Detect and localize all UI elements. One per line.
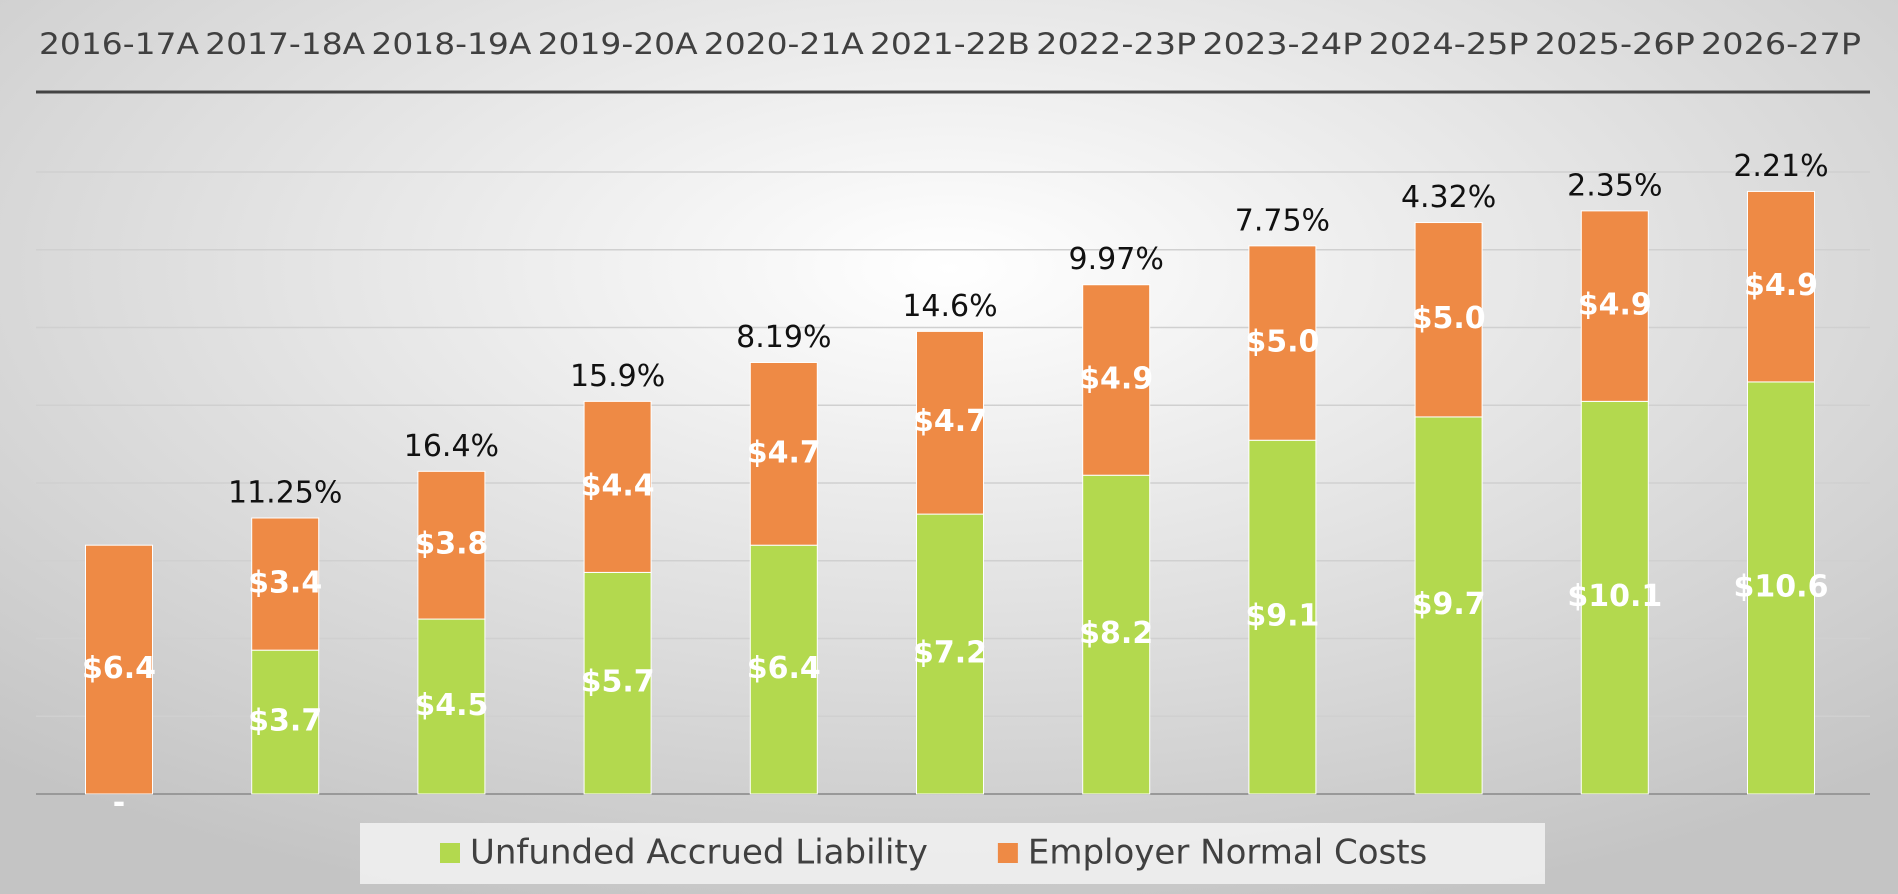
bar-segment: [1414, 416, 1483, 795]
legend-swatch: [997, 843, 1018, 863]
data-label: $7.2: [913, 636, 987, 671]
bar-segment: [1248, 245, 1317, 441]
data-label: $5.0: [1245, 325, 1319, 360]
bar-segment: [749, 544, 818, 795]
bar-segment: [583, 400, 652, 573]
bar-segment: [1414, 222, 1483, 418]
x-tick-label: 2025-26P: [1535, 27, 1695, 61]
data-label: $4.9: [1079, 361, 1153, 396]
legend-label: Unfunded Accrued Liability: [470, 833, 928, 873]
growth-annotation: 7.75%: [1235, 203, 1330, 238]
data-label: $4.7: [747, 435, 821, 470]
legend-box: [360, 823, 1545, 884]
x-tick-label: 2026-27P: [1701, 27, 1861, 61]
bar-segment: [417, 470, 486, 620]
bar-segment: [749, 361, 818, 546]
data-label: $8.2: [1079, 616, 1153, 651]
legend-swatch: [440, 843, 460, 863]
data-label: $6.4: [82, 651, 156, 686]
data-label: $10.6: [1734, 569, 1829, 604]
bar-segment: [85, 544, 153, 795]
data-label: $4.9: [1744, 268, 1818, 303]
bar-segment: [1082, 474, 1151, 795]
bar-segment: [417, 618, 486, 795]
growth-annotation: 16.4%: [404, 429, 499, 464]
bar-segment: [1082, 284, 1151, 476]
x-tick-label: 2019-20A: [538, 27, 698, 61]
data-label: $4.5: [414, 688, 488, 723]
data-label: $4.7: [913, 404, 987, 439]
x-tick-label: 2021-22B: [870, 27, 1030, 61]
x-tick-label: 2022-23P: [1036, 27, 1196, 61]
data-label: $4.9: [1578, 288, 1652, 323]
data-label: $10.1: [1567, 579, 1662, 614]
data-label: $9.7: [1412, 587, 1486, 622]
growth-annotation: 2.21%: [1733, 149, 1828, 184]
bar-segment: [916, 330, 984, 515]
data-label: $6.4: [747, 651, 821, 686]
data-label: $9.1: [1245, 599, 1319, 634]
x-tick-label: 2023-24P: [1202, 27, 1362, 61]
growth-annotation: 2.35%: [1567, 168, 1662, 203]
x-tick-label: 2016-17A: [39, 27, 199, 61]
data-label: $5.7: [581, 665, 655, 700]
bar-segment: [1248, 439, 1317, 795]
data-label: $4.4: [581, 468, 655, 503]
bar-segment: [1747, 381, 1815, 795]
growth-annotation: 11.25%: [228, 475, 342, 510]
x-tick-label: 2017-18A: [205, 27, 365, 61]
growth-annotation: 15.9%: [570, 359, 665, 394]
x-tick-label: 2020-21A: [704, 27, 864, 61]
bar-segment: [583, 571, 652, 795]
growth-annotation: 8.19%: [736, 320, 831, 355]
growth-annotation: 9.97%: [1069, 242, 1164, 277]
growth-annotation: 14.6%: [902, 289, 997, 324]
bar-segment: [916, 513, 984, 795]
data-label: $3.7: [248, 704, 322, 739]
data-label: $5.0: [1412, 301, 1486, 336]
bar-segment: [251, 517, 320, 651]
bar-segment: [251, 649, 320, 795]
bar-segment: [1580, 400, 1649, 795]
data-label: $3.4: [248, 566, 322, 601]
x-tick-label: 2018-19A: [371, 27, 531, 61]
bar-segment: [1580, 210, 1649, 402]
x-tick-label: 2024-25P: [1369, 27, 1529, 61]
legend-label: Employer Normal Costs: [1028, 833, 1427, 873]
data-label: $3.8: [414, 527, 488, 562]
bar-segment: [1747, 190, 1815, 383]
growth-annotation: 4.32%: [1401, 180, 1496, 215]
